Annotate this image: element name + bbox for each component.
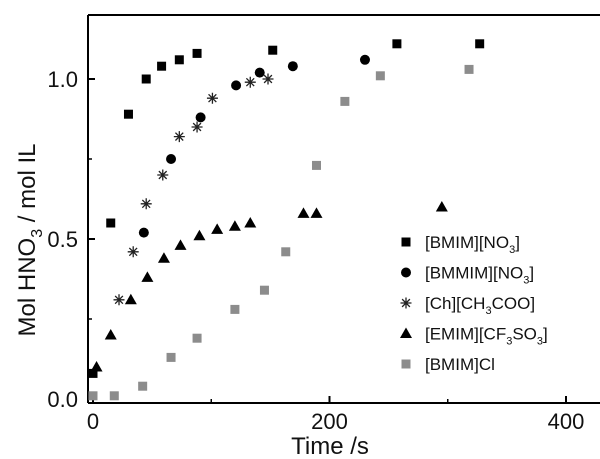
legend-marker [401, 267, 411, 278]
data-point [392, 39, 402, 49]
series-2 [113, 73, 274, 306]
data-point [230, 304, 240, 314]
legend-marker [401, 237, 411, 247]
data-point [281, 247, 291, 257]
data-point [127, 246, 139, 258]
legend-item: [BMMIM][NO3] [401, 264, 534, 287]
data-point [228, 220, 241, 231]
data-point [310, 207, 323, 218]
data-point [90, 361, 103, 372]
data-point [287, 61, 298, 72]
data-point [268, 45, 278, 55]
plot-frame [87, 14, 600, 404]
data-point [138, 381, 148, 391]
data-point [359, 54, 370, 65]
legend-label: [BMMIM][NO3] [425, 264, 534, 287]
x-tick-label: 400 [548, 409, 585, 434]
data-point [106, 218, 116, 228]
legend: [BMIM][NO3] [BMMIM][NO3] [Ch][CH3COO] [EMIM… [400, 233, 548, 374]
data-point [173, 131, 185, 143]
data-point [157, 61, 167, 71]
legend-label: [BMIM]Cl [425, 355, 495, 374]
data-point [206, 92, 218, 104]
legend-item: [Ch][CH3COO] [400, 294, 535, 317]
axis-ticks: 0 200 400 0.0 0.5 1.0 [47, 67, 584, 434]
data-point [231, 80, 242, 91]
data-point [104, 329, 117, 340]
data-point [88, 368, 98, 378]
data-point [375, 71, 385, 81]
data-point [174, 55, 184, 65]
data-point [123, 109, 133, 119]
y-tick-label: 0.5 [47, 227, 78, 252]
data-point [211, 223, 224, 234]
data-point [113, 294, 125, 306]
data-point [244, 76, 256, 88]
legend-item: [BMIM][NO3] [401, 233, 520, 256]
data-point [174, 239, 187, 250]
data-point [141, 74, 151, 84]
y-axis-title: Mol HNO3 / mol IL [14, 144, 46, 337]
data-point [297, 207, 310, 218]
legend-label: [Ch][CH3COO] [425, 294, 535, 317]
data-point [311, 160, 321, 170]
data-point [262, 73, 274, 85]
data-point [88, 391, 98, 401]
data-point [166, 352, 176, 362]
data-point [124, 293, 137, 305]
data-point [191, 121, 203, 133]
series-0 [88, 39, 485, 378]
x-tick-label: 0 [87, 409, 99, 434]
data-point [193, 229, 206, 241]
legend-item: [BMIM]Cl [401, 355, 495, 374]
legend-label: [EMIM][CF3SO3] [425, 325, 548, 348]
data-point [192, 48, 202, 58]
data-point [140, 198, 152, 210]
legend-marker [400, 297, 412, 309]
data-point [254, 67, 265, 78]
series-4 [88, 64, 474, 401]
series-1 [138, 54, 370, 238]
data-point [138, 227, 149, 238]
data-point [464, 64, 474, 74]
data-point [166, 154, 177, 164]
y-tick-label: 1.0 [47, 67, 78, 92]
data-point [195, 112, 206, 123]
data-point [259, 285, 269, 295]
data-point [475, 39, 485, 49]
x-tick-label: 200 [311, 409, 348, 434]
y-tick-label: 0.0 [47, 387, 78, 412]
legend-label: [BMIM][NO3] [425, 233, 520, 256]
x-axis-title: Time /s [291, 433, 369, 459]
data-point [244, 217, 257, 228]
data-point [340, 96, 350, 106]
data-point [109, 391, 119, 401]
data-point [157, 252, 170, 263]
data-point [157, 169, 169, 181]
legend-marker [400, 327, 412, 338]
series-3 [90, 201, 448, 372]
data-point [435, 201, 448, 212]
data-point [141, 271, 154, 282]
data-points [88, 39, 485, 401]
data-point [192, 333, 202, 343]
legend-marker [401, 359, 411, 369]
legend-item: [EMIM][CF3SO3] [400, 325, 548, 348]
